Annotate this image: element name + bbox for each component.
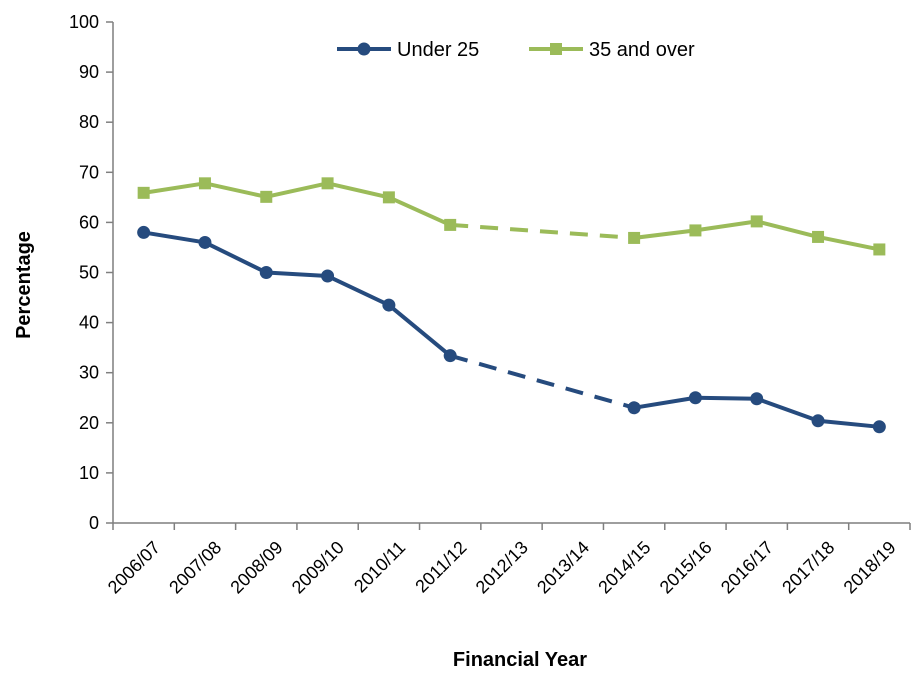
x-tick-label: 2014/15 <box>594 537 654 597</box>
data-point <box>811 414 825 428</box>
data-point <box>260 190 273 203</box>
data-point <box>689 224 702 237</box>
x-tick-label: 2013/14 <box>533 537 593 597</box>
y-tick-label: 60 <box>79 212 99 232</box>
data-point <box>627 401 641 415</box>
y-tick-label: 0 <box>89 513 99 533</box>
x-tick-label: 2006/07 <box>104 537 164 597</box>
legend-item: 35 and over <box>529 39 695 61</box>
data-point <box>137 186 150 199</box>
x-tick-label: 2018/19 <box>840 537 900 597</box>
series-0 <box>137 225 886 434</box>
axes: 0 10 20 30 40 50 60 70 80 90 100 2006/07 2007/08 2008… <box>69 12 911 597</box>
data-point <box>382 191 395 204</box>
data-point <box>382 298 396 312</box>
data-point <box>873 243 886 256</box>
x-axis-title: Financial Year <box>453 649 587 671</box>
series-line <box>143 230 452 358</box>
series-line <box>143 181 452 227</box>
legend-item: Under 25 <box>337 39 479 61</box>
data-point <box>444 218 457 231</box>
legend-marker <box>357 42 371 56</box>
y-tick-label: 100 <box>69 12 99 32</box>
data-point <box>812 230 825 243</box>
y-tick-label: 70 <box>79 162 99 182</box>
legend-marker <box>550 43 562 55</box>
x-tick-label: 2010/11 <box>350 537 409 596</box>
legend: Under 25 35 and over <box>337 39 695 61</box>
x-tick-label: 2009/10 <box>288 537 348 597</box>
data-point <box>750 392 764 406</box>
x-tick-label: 2017/18 <box>778 537 838 597</box>
data-point <box>443 349 457 363</box>
data-point <box>137 225 151 239</box>
series-1 <box>137 177 886 256</box>
series-gap-line <box>450 222 635 240</box>
y-tick-label: 80 <box>79 112 99 132</box>
data-point <box>750 215 763 228</box>
y-tick-label: 20 <box>79 413 99 433</box>
data-point <box>198 235 212 249</box>
x-tick-label: 2007/08 <box>165 537 225 597</box>
series-gap-line <box>449 353 635 410</box>
data-point <box>321 177 334 190</box>
y-tick-label: 40 <box>79 313 99 333</box>
data-point <box>321 269 335 283</box>
data-point <box>688 391 702 405</box>
y-tick-label: 50 <box>79 263 99 283</box>
y-tick-label: 90 <box>79 62 99 82</box>
legend-label: 35 and over <box>589 39 695 61</box>
series-layer <box>137 177 886 434</box>
x-tick-label: 2011/12 <box>411 537 470 596</box>
y-axis-title: Percentage <box>13 231 35 339</box>
x-tick-label: 2016/17 <box>717 537 777 597</box>
y-tick-label: 10 <box>79 463 99 483</box>
data-point <box>198 177 211 190</box>
data-point <box>259 266 273 279</box>
y-tick-label: 30 <box>79 363 99 383</box>
legend-label: Under 25 <box>397 39 479 61</box>
x-tick-label: 2008/09 <box>226 537 286 597</box>
x-tick-label: 2012/13 <box>472 537 532 597</box>
data-point <box>872 420 886 434</box>
x-tick-label: 2015/16 <box>656 537 716 597</box>
data-point <box>628 231 641 244</box>
